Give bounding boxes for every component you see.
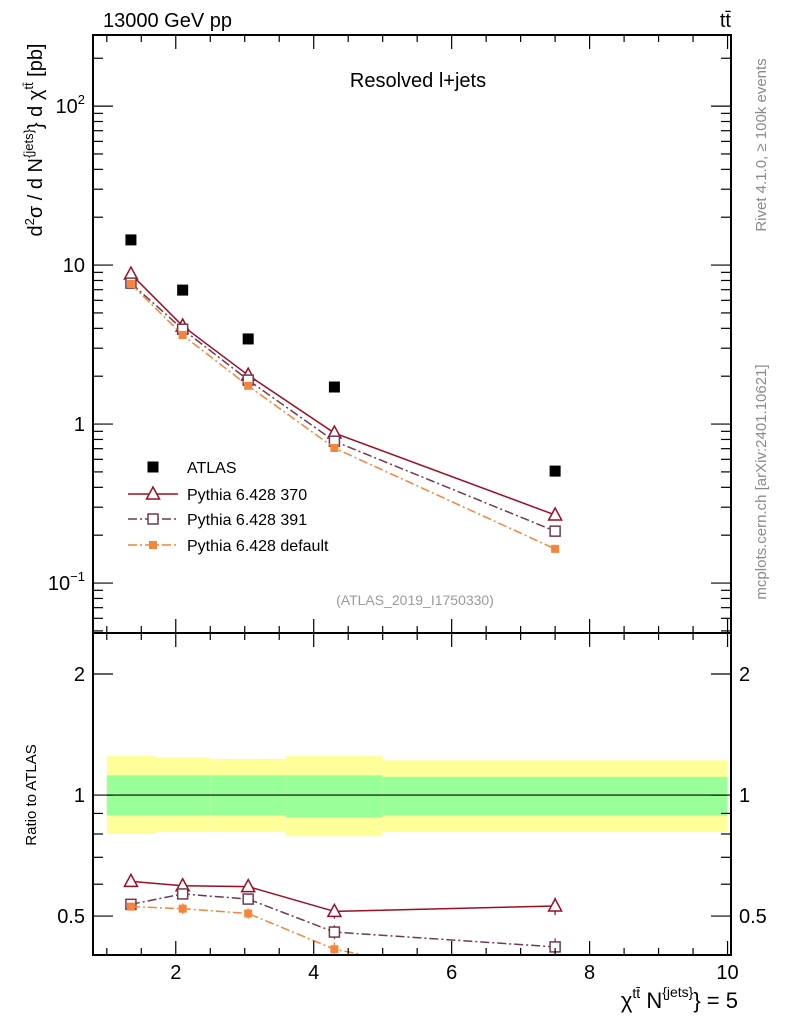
legend-label: Pythia 6.428 391: [187, 512, 307, 529]
ratio-y-tick-label-right: 2: [739, 664, 750, 686]
ratio-point-pythia-6-428-370: [123, 872, 139, 888]
series-line-pythia-6-428-370: [130, 273, 556, 516]
series-line-pythia-6-428-391: [130, 282, 556, 532]
ratio-series-group: [123, 872, 563, 996]
axes-group: 2 4 6 8 10 10−1 1 10 102 0.5 0.5 1 1 2 2: [48, 34, 767, 984]
plot-title: Resolved l+jets: [350, 70, 486, 92]
stat-uncertainty-band: [382, 776, 728, 816]
ratio-point-pythia-6-428-default: [330, 945, 339, 954]
legend: ATLAS Pythia 6.428 370 Pythia 6.428 391 Pyt…: [128, 460, 329, 555]
header-left: 13000 GeV pp: [103, 10, 232, 32]
data-point-pythia-6-428-391: [549, 525, 561, 537]
ratio-uncertainty-bands: [106, 756, 728, 837]
ratio-y-tick-label: 0.5: [57, 906, 85, 928]
ratio-point-pythia-6-428-default: [551, 988, 559, 996]
ratio-point-pythia-6-428-370: [240, 878, 256, 893]
ratio-y-tick-label: 2: [74, 664, 85, 686]
ratio-line-pythia-6-428-391: [130, 893, 556, 948]
legend-marker: [147, 461, 159, 473]
legend-marker: [147, 513, 159, 525]
ratio-line-pythia-6-428-default: [130, 905, 369, 955]
ratio-y-axis-label: Ratio to ATLAS: [23, 744, 40, 845]
ratio-point-pythia-6-428-default: [178, 904, 187, 913]
ratio-point-pythia-6-428-391: [328, 926, 341, 938]
ratio-point-pythia-6-428-370: [326, 902, 343, 918]
ratio-point-pythia-6-428-391: [242, 893, 254, 905]
x-tick-label: 8: [584, 962, 595, 984]
ratio-point-pythia-6-428-default: [244, 909, 253, 918]
x-axis-label: χtt̄ N{jets}} = 5: [621, 984, 738, 1013]
legend-marker: [145, 485, 161, 500]
ratio-point-pythia-6-428-391: [176, 888, 189, 900]
legend-label: Pythia 6.428 370: [187, 487, 307, 504]
x-tick-label: 2: [170, 962, 181, 984]
ratio-y-tick-label-right: 0.5: [739, 906, 767, 928]
y-tick-label: 10−1: [48, 569, 85, 595]
data-point-pythia-6-428-default: [244, 381, 253, 390]
ratio-series-clipped: [123, 872, 563, 996]
x-tick-label: 6: [446, 962, 457, 984]
ratio-y-tick-label-right: 1: [739, 785, 750, 807]
x-tick-label: 10: [716, 962, 738, 984]
data-point-pythia-6-428-default: [126, 280, 135, 289]
data-point-atlas: [177, 284, 189, 296]
main-series-group: [123, 234, 563, 553]
data-point-atlas: [328, 381, 340, 393]
y-tick-label: 10: [63, 255, 85, 277]
series-line-pythia-6-428-default: [130, 283, 556, 550]
stat-uncertainty-band: [286, 775, 383, 818]
header-right: tt̄: [720, 10, 732, 32]
plot-frame: [92, 34, 732, 956]
analysis-tag: (ATLAS_2019_I1750330): [336, 592, 494, 608]
y-axis-label: d2σ / d N{jets}} d χtt̄ [pb]: [21, 44, 47, 237]
mcplots-label: mcplots.cern.ch [arXiv:2401.10621]: [753, 364, 770, 599]
legend-label: Pythia 6.428 default: [187, 538, 329, 555]
rivet-label: Rivet 4.1.0, ≥ 100k events: [753, 58, 770, 231]
legend-marker: [149, 541, 157, 549]
y-tick-label: 1: [74, 414, 85, 436]
y-tick-label: 102: [56, 92, 85, 118]
x-tick-label: 4: [308, 962, 319, 984]
legend-label: ATLAS: [187, 460, 237, 477]
ratio-point-pythia-6-428-370: [547, 897, 563, 912]
ratio-point-pythia-6-428-default: [126, 902, 135, 911]
ratio-y-tick-label: 1: [74, 785, 85, 807]
data-point-atlas: [549, 465, 561, 477]
data-point-pythia-6-428-default: [551, 544, 560, 553]
data-point-pythia-6-428-370: [547, 506, 563, 521]
ratio-line-pythia-6-428-370: [130, 880, 556, 913]
data-point-pythia-6-428-370: [123, 265, 139, 280]
data-point-atlas: [125, 234, 137, 246]
data-point-pythia-6-428-default: [330, 443, 339, 452]
data-point-pythia-6-428-default: [178, 331, 187, 340]
data-point-atlas: [242, 333, 254, 345]
